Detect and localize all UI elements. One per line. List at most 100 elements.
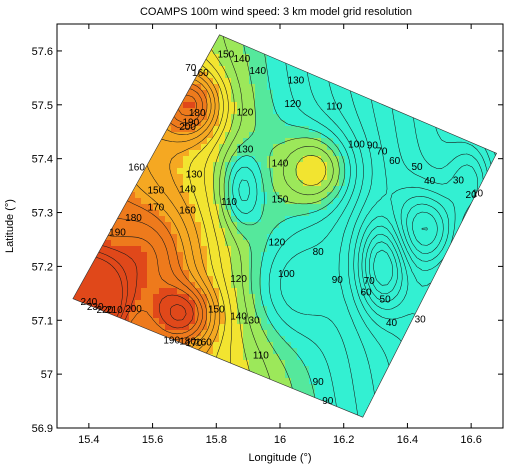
- field-cell: [129, 288, 136, 295]
- field-cell: [141, 324, 148, 331]
- field-cell: [171, 318, 178, 325]
- field-cell: [339, 96, 346, 103]
- field-cell: [315, 114, 322, 121]
- field-cell: [159, 210, 166, 217]
- field-cell: [243, 186, 250, 193]
- field-cell: [207, 72, 214, 79]
- field-cell: [309, 78, 316, 85]
- field-cell: [165, 162, 172, 169]
- field-cell: [363, 282, 370, 289]
- field-cell: [249, 270, 256, 277]
- field-cell: [363, 228, 370, 235]
- field-cell: [381, 252, 388, 259]
- field-cell: [123, 246, 130, 253]
- field-cell: [375, 150, 382, 157]
- field-cell: [291, 366, 298, 373]
- field-cell: [351, 120, 358, 127]
- field-cell: [219, 348, 226, 355]
- field-cell: [321, 234, 328, 241]
- field-cell: [333, 390, 340, 397]
- field-cell: [303, 354, 310, 361]
- field-cell: [387, 354, 394, 361]
- field-cell: [285, 84, 292, 91]
- field-cell: [459, 168, 466, 175]
- field-cell: [387, 162, 394, 169]
- field-cell: [213, 66, 220, 73]
- field-cell: [435, 240, 442, 247]
- field-cell: [351, 96, 358, 103]
- field-cell: [333, 354, 340, 361]
- field-cell: [291, 102, 298, 109]
- field-cell: [255, 132, 262, 139]
- field-cell: [93, 294, 100, 301]
- field-cell: [213, 60, 220, 67]
- field-cell: [177, 180, 184, 187]
- field-cell: [369, 294, 376, 301]
- field-cell: [201, 342, 208, 349]
- field-cell: [327, 330, 334, 337]
- field-cell: [147, 198, 154, 205]
- field-cell: [225, 168, 232, 175]
- field-cell: [369, 342, 376, 349]
- field-cell: [303, 306, 310, 313]
- field-cell: [285, 186, 292, 193]
- field-cell: [285, 222, 292, 229]
- field-cell: [147, 204, 154, 211]
- field-cell: [249, 228, 256, 235]
- field-cell: [369, 192, 376, 199]
- field-cell: [147, 276, 154, 283]
- field-cell: [225, 96, 232, 103]
- field-cell: [345, 288, 352, 295]
- field-cell: [201, 312, 208, 319]
- field-cell: [417, 252, 424, 259]
- field-cell: [387, 216, 394, 223]
- field-cell: [213, 222, 220, 229]
- field-cell: [309, 282, 316, 289]
- field-cell: [273, 84, 280, 91]
- field-cell: [351, 372, 358, 379]
- field-cell: [255, 54, 262, 61]
- field-cell: [297, 126, 304, 133]
- field-cell: [375, 138, 382, 145]
- field-cell: [303, 348, 310, 355]
- field-cell: [387, 270, 394, 277]
- field-cell: [327, 120, 334, 127]
- field-cell: [255, 108, 262, 115]
- field-cell: [375, 144, 382, 151]
- field-cell: [351, 234, 358, 241]
- field-cell: [189, 174, 196, 181]
- field-cell: [381, 210, 388, 217]
- field-cell: [327, 264, 334, 271]
- field-cell: [255, 252, 262, 259]
- field-cell: [363, 174, 370, 181]
- field-cell: [225, 84, 232, 91]
- field-cell: [327, 306, 334, 313]
- field-cell: [351, 384, 358, 391]
- field-cell: [189, 210, 196, 217]
- field-cell: [213, 156, 220, 163]
- field-cell: [477, 168, 484, 175]
- field-cell: [165, 318, 172, 325]
- field-cell: [351, 378, 358, 385]
- field-cell: [129, 198, 136, 205]
- field-cell: [381, 240, 388, 247]
- field-cell: [159, 258, 166, 265]
- field-cell: [213, 102, 220, 109]
- field-cell: [465, 150, 472, 157]
- field-cell: [381, 348, 388, 355]
- field-cell: [369, 348, 376, 355]
- field-cell: [255, 168, 262, 175]
- field-cell: [351, 366, 358, 373]
- field-cell: [147, 180, 154, 187]
- field-cell: [237, 156, 244, 163]
- field-cell: [171, 180, 178, 187]
- field-cell: [411, 288, 418, 295]
- field-cell: [72, 294, 76, 301]
- field-cell: [411, 150, 418, 157]
- field-cell: [315, 156, 322, 163]
- field-cell: [333, 348, 340, 355]
- field-cell: [279, 216, 286, 223]
- field-cell: [159, 246, 166, 253]
- field-cell: [237, 186, 244, 193]
